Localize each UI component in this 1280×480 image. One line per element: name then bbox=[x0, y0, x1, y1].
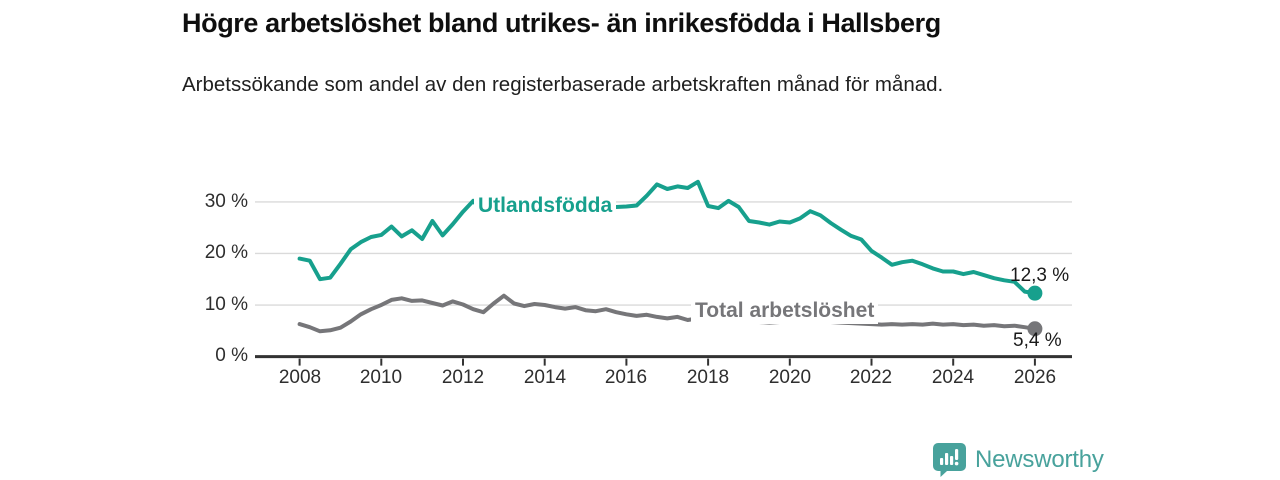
y-tick-label-20: 20 % bbox=[204, 242, 248, 263]
bar-chart-speech-bubble-icon bbox=[933, 443, 966, 477]
y-tick-label-10: 10 % bbox=[204, 294, 248, 315]
page-title: Högre arbetslöshet bland utrikes- än inr… bbox=[182, 8, 941, 38]
chart-subtitle: Arbetssökande som andel av den registerb… bbox=[182, 73, 944, 96]
end-value-label-utlandsfodda: 12,3 % bbox=[1010, 265, 1070, 286]
series-end-dot-utlandsfodda bbox=[1027, 285, 1043, 301]
series-label-total-arbetsloshet: Total arbetslöshet bbox=[691, 298, 879, 324]
y-tick-label-0: 0 % bbox=[215, 345, 248, 366]
series-line-utlandsfodda bbox=[297, 179, 1037, 296]
y-tick-label-30: 30 % bbox=[204, 191, 248, 212]
x-tick-label-2008: 2008 bbox=[278, 367, 322, 388]
series-line-total-arbetsloshet bbox=[297, 293, 1037, 334]
x-tick-label-2018: 2018 bbox=[686, 367, 730, 388]
x-tick-label-2010: 2010 bbox=[359, 367, 403, 388]
series-label-utlandsfodda: Utlandsfödda bbox=[474, 193, 617, 219]
x-tick-label-2012: 2012 bbox=[441, 367, 485, 388]
x-tick-label-2014: 2014 bbox=[523, 367, 567, 388]
x-tick-label-2022: 2022 bbox=[849, 367, 893, 388]
series-end-dot-total-arbetsloshet bbox=[1027, 321, 1043, 337]
x-tick-label-2026: 2026 bbox=[1013, 367, 1057, 388]
logo-wordmark: Newsworthy bbox=[975, 446, 1104, 473]
newsworthy-logo: Newsworthy bbox=[933, 443, 1104, 477]
x-tick-label-2016: 2016 bbox=[604, 367, 648, 388]
x-tick-label-2020: 2020 bbox=[768, 367, 812, 388]
end-value-label-total: 5,4 % bbox=[1013, 330, 1062, 351]
x-tick-label-2024: 2024 bbox=[931, 367, 975, 388]
